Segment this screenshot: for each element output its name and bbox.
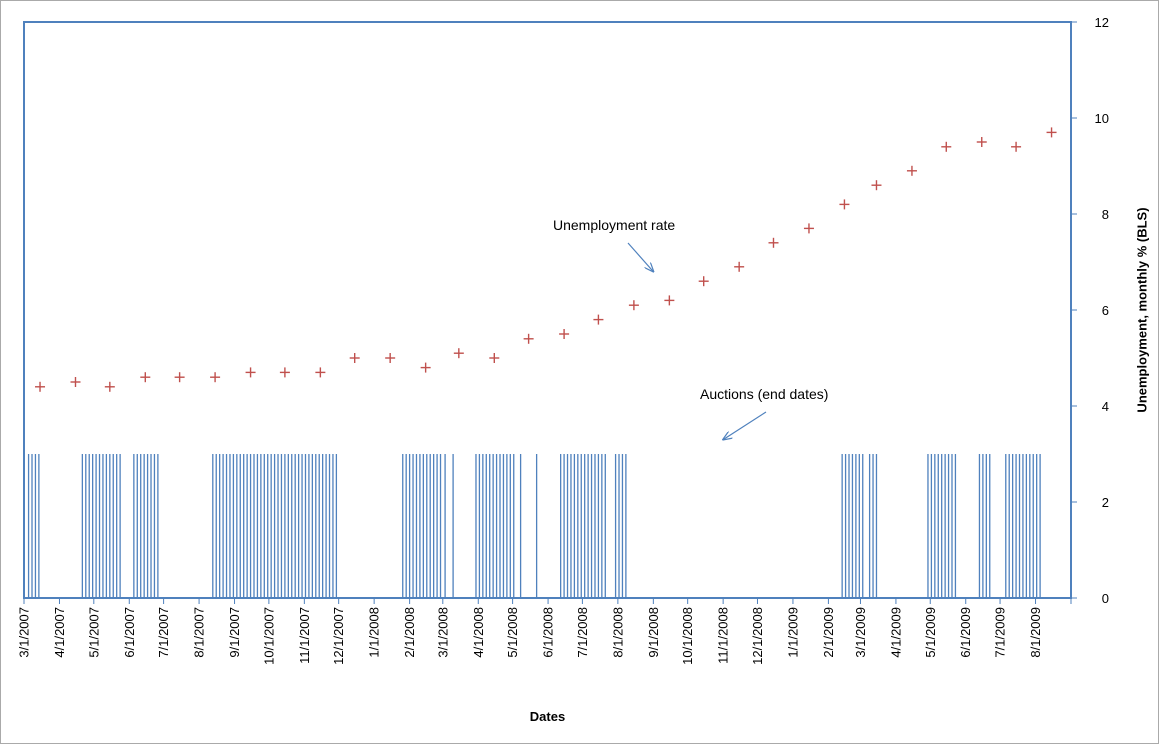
- data-point: [349, 353, 360, 363]
- x-tick-label: 5/1/2007: [86, 607, 101, 658]
- annotation: Auctions (end dates): [700, 386, 828, 440]
- x-tick-label: 11/1/2007: [297, 607, 312, 664]
- x-tick-label: 10/1/2007: [261, 607, 276, 665]
- x-tick-label: 4/1/2008: [471, 607, 486, 658]
- x-tick-label: 1/1/2009: [785, 607, 800, 658]
- y-tick-label: 0: [1102, 591, 1109, 606]
- y-tick-label: 4: [1102, 399, 1109, 414]
- x-tick-label: 9/1/2008: [646, 607, 661, 658]
- x-tick-label: 5/1/2008: [505, 607, 520, 658]
- x-tick-label: 3/1/2008: [435, 607, 450, 658]
- x-tick-label: 6/1/2007: [122, 607, 137, 658]
- x-tick-label: 1/1/2008: [367, 607, 382, 658]
- x-tick-label: 6/1/2008: [541, 607, 556, 658]
- annotation-arrow: [627, 242, 653, 272]
- data-point: [906, 165, 917, 176]
- y-tick-label: 12: [1095, 15, 1109, 30]
- data-point: [420, 362, 431, 373]
- data-point: [385, 353, 396, 363]
- y-tick-label: 8: [1102, 207, 1109, 222]
- x-tick-label: 3/1/2007: [17, 607, 32, 658]
- x-tick-label: 2/1/2008: [402, 607, 417, 658]
- x-tick-label: 4/1/2007: [52, 607, 67, 658]
- x-tick-label: 3/1/2009: [853, 607, 868, 658]
- data-point: [871, 180, 882, 191]
- x-tick-label: 5/1/2009: [923, 607, 938, 658]
- annotation-label: Auctions (end dates): [700, 386, 828, 402]
- data-point: [628, 300, 639, 311]
- annotation-label: Unemployment rate: [553, 217, 675, 233]
- x-tick-label: 12/1/2007: [331, 607, 346, 665]
- data-point: [104, 381, 115, 392]
- x-tick-label: 8/1/2007: [192, 607, 207, 658]
- data-point: [35, 381, 46, 392]
- auction-spikes-series: [27, 454, 1041, 598]
- data-point: [245, 367, 256, 378]
- y-axis-ticks: 0 2 4 6 8 10 12: [1071, 15, 1109, 606]
- x-tick-label: 11/1/2008: [716, 607, 731, 664]
- x-tick-label: 7/1/2008: [575, 607, 590, 658]
- annotation-arrow: [723, 411, 767, 440]
- data-point: [698, 276, 709, 287]
- x-tick-label: 6/1/2009: [958, 607, 973, 658]
- data-point: [734, 261, 745, 272]
- x-tick-label: 4/1/2009: [888, 607, 903, 658]
- data-point: [174, 372, 185, 383]
- data-point: [70, 377, 81, 387]
- data-point: [1011, 141, 1022, 152]
- x-tick-label: 7/1/2007: [156, 607, 171, 658]
- data-point: [210, 372, 221, 383]
- annotation: Unemployment rate: [553, 217, 675, 272]
- data-point: [453, 348, 464, 359]
- y-tick-label: 2: [1102, 495, 1109, 510]
- x-axis-ticks: 3/1/2007 4/1/2007 5/1/2007 6/1/2007 7/1/2007…: [17, 598, 1072, 665]
- y-tick-label: 6: [1102, 303, 1109, 318]
- x-tick-label: 8/1/2009: [1028, 607, 1043, 658]
- x-axis-title: Dates: [530, 709, 565, 724]
- data-point: [976, 137, 987, 147]
- data-point: [941, 141, 952, 152]
- data-point: [140, 372, 151, 383]
- x-tick-label: 7/1/2009: [993, 607, 1008, 658]
- unemployment-points-series: [35, 127, 1057, 392]
- data-point: [489, 353, 500, 363]
- data-point: [803, 223, 814, 234]
- annotations: Unemployment rate Auctions (end dates): [553, 217, 828, 440]
- data-point: [664, 295, 675, 306]
- x-tick-label: 8/1/2008: [610, 607, 625, 658]
- data-point: [559, 329, 570, 339]
- x-tick-label: 10/1/2008: [680, 607, 695, 665]
- data-point: [839, 199, 850, 210]
- x-tick-label: 12/1/2008: [750, 607, 765, 665]
- y-axis-title: Unemployment, monthly % (BLS): [1135, 207, 1150, 412]
- data-point: [523, 333, 534, 344]
- data-point: [593, 314, 604, 325]
- x-tick-label: 9/1/2007: [227, 607, 242, 658]
- data-point: [1046, 127, 1057, 138]
- data-point: [315, 367, 326, 378]
- y-tick-label: 10: [1095, 111, 1109, 126]
- data-point: [279, 367, 290, 378]
- data-point: [768, 237, 779, 248]
- x-tick-label: 2/1/2009: [821, 607, 836, 658]
